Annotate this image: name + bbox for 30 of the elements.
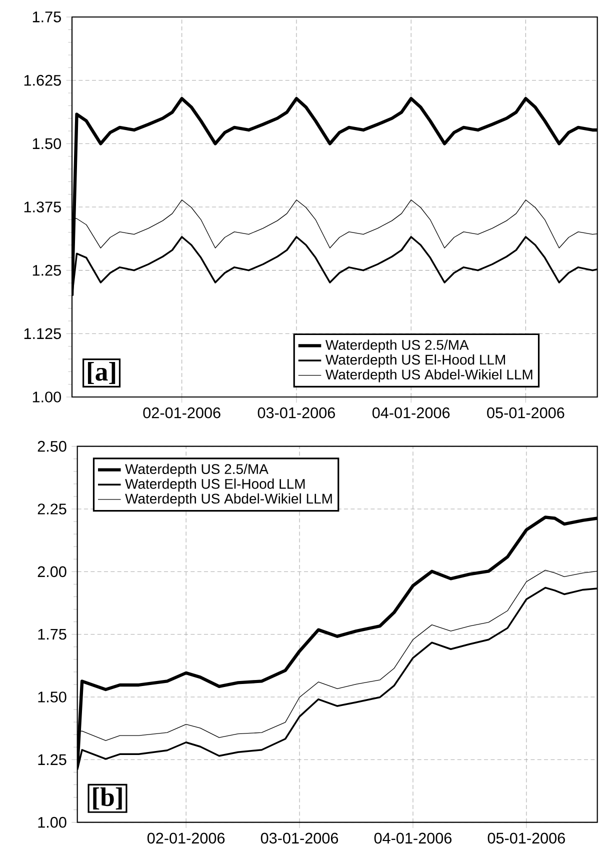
annotation: [b] (93, 787, 122, 810)
y-tick-label: 2.50 (38, 440, 66, 452)
y-tick-label: 1.50 (38, 692, 66, 702)
legend-label: Waterdepth US 2.5/MA (125, 464, 268, 477)
y-tick-label: 1.75 (38, 628, 66, 640)
y-tick-label: 2.00 (38, 566, 66, 578)
x-tick-label: 05-01-2006 (487, 407, 564, 418)
x-tick-label: 04-01-2006 (372, 407, 450, 418)
y-tick-label: 2.25 (38, 504, 66, 514)
y-tick-label: 1.00 (38, 816, 66, 828)
legend-label: Waterdepth US Abdel-Wikiel LLM (325, 369, 532, 382)
legend-label: Waterdepth US El-Hood LLM (125, 478, 305, 492)
annotation: [a] (88, 362, 116, 384)
y-tick-label: 1.375 (24, 202, 61, 212)
y-tick-label: 1.25 (38, 754, 66, 766)
x-tick-label: 02-01-2006 (143, 407, 220, 418)
x-tick-label: 05-01-2006 (488, 832, 565, 844)
x-tick-label: 04-01-2006 (374, 832, 452, 844)
x-tick-label: 03-01-2006 (260, 832, 338, 844)
x-tick-label: 03-01-2006 (258, 407, 335, 418)
y-tick-label: 1.25 (32, 264, 61, 276)
legend-label: Waterdepth US Abdel-Wikiel LLM (125, 493, 332, 506)
legend-label: Waterdepth US El-Hood LLM (325, 354, 506, 368)
y-tick-label: 1.00 (32, 392, 61, 402)
legend-label: Waterdepth US 2.5/MA (325, 340, 469, 353)
y-tick-label: 1.625 (24, 74, 61, 86)
x-tick-label: 02-01-2006 (147, 832, 225, 844)
y-tick-label: 1.125 (24, 328, 61, 340)
y-tick-label: 1.50 (32, 138, 61, 150)
y-tick-label: 1.75 (32, 12, 61, 22)
